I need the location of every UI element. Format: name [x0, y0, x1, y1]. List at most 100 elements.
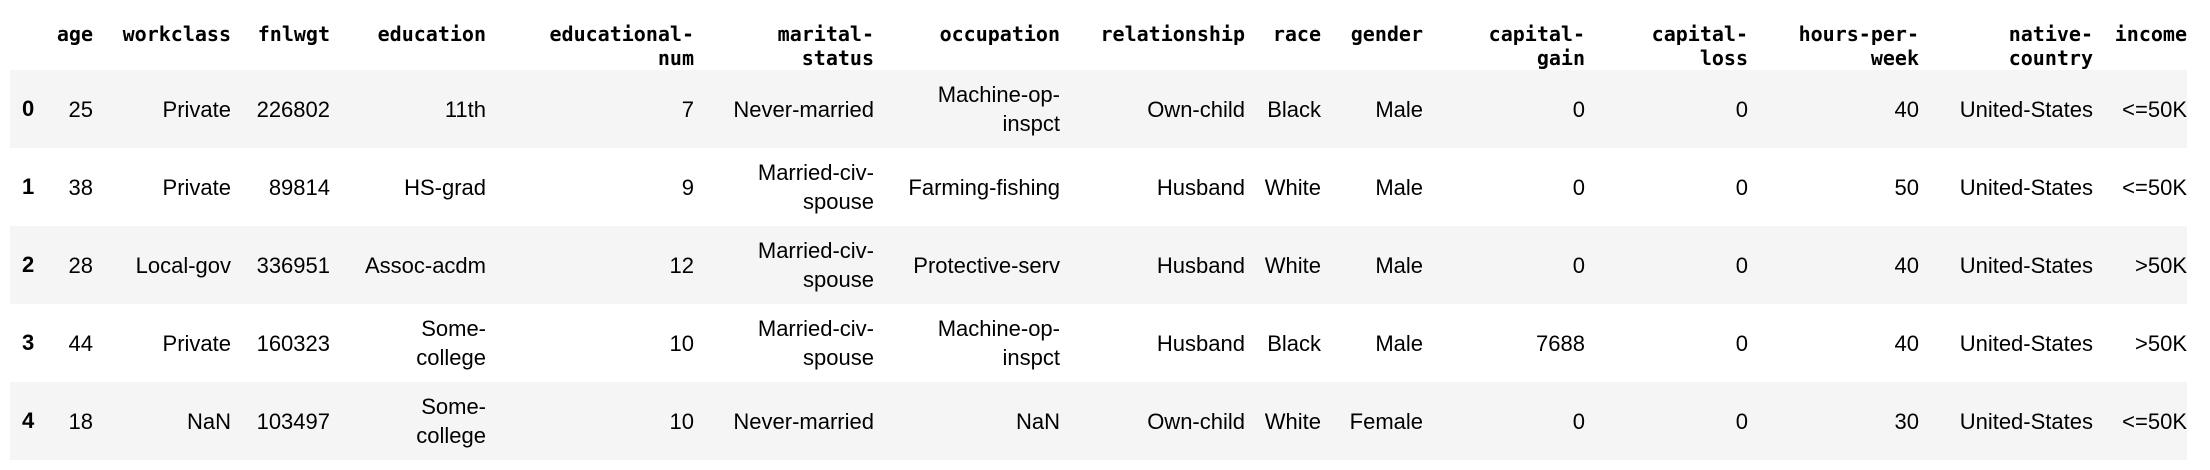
cell-educational-num: 10 — [669, 408, 694, 434]
cell-occupation: Protective-serv — [913, 252, 1060, 278]
cell-marital-status: Married-civ- spouse — [757, 316, 874, 370]
header-education: education — [377, 22, 486, 46]
cell-marital-status: Married-civ- spouse — [757, 238, 874, 292]
cell-capital-gain: 0 — [1572, 96, 1585, 122]
cell-hours-per-week: 50 — [1894, 174, 1919, 200]
cell-capital-gain: 0 — [1572, 174, 1585, 200]
cell-gender: Male — [1375, 252, 1423, 278]
cell-fnlwgt: 226802 — [256, 96, 330, 122]
cell-race: White — [1264, 252, 1321, 278]
cell-capital-loss: 0 — [1735, 408, 1748, 434]
table-row: 4 18 NaN 103497 Some- college 10 Never-m… — [10, 382, 2187, 460]
cell-age: 44 — [68, 330, 93, 356]
cell-gender: Male — [1375, 96, 1423, 122]
row-index: 0 — [22, 96, 35, 121]
header-relationship: relationship — [1100, 22, 1246, 46]
header-hours-per-week: hours-per- week — [1798, 22, 1919, 70]
cell-native-country: United-States — [1959, 408, 2093, 434]
table-row: 1 38 Private 89814 HS-grad 9 Married-civ… — [10, 148, 2187, 226]
cell-age: 38 — [68, 174, 93, 200]
header-row: age workclass fnlwgt education education… — [10, 8, 2187, 70]
cell-gender: Male — [1375, 174, 1423, 200]
header-fnlwgt: fnlwgt — [257, 22, 330, 46]
cell-native-country: United-States — [1959, 174, 2093, 200]
cell-marital-status: Never-married — [733, 408, 874, 434]
cell-fnlwgt: 160323 — [256, 330, 330, 356]
cell-education: Some- college — [416, 394, 486, 448]
table-row: 2 28 Local-gov 336951 Assoc-acdm 12 Marr… — [10, 226, 2187, 304]
cell-fnlwgt: 89814 — [268, 174, 330, 200]
cell-education: 11th — [444, 96, 486, 122]
cell-workclass: NaN — [186, 408, 231, 434]
header-native-country: native- country — [2008, 22, 2093, 70]
cell-age: 28 — [68, 252, 93, 278]
cell-native-country: United-States — [1959, 330, 2093, 356]
table-row: 3 44 Private 160323 Some- college 10 Mar… — [10, 304, 2187, 382]
row-index: 3 — [22, 330, 35, 355]
cell-capital-loss: 0 — [1735, 96, 1748, 122]
cell-hours-per-week: 30 — [1894, 408, 1919, 434]
cell-capital-gain: 0 — [1572, 252, 1585, 278]
cell-educational-num: 9 — [681, 174, 694, 200]
header-gender: gender — [1350, 22, 1423, 46]
header-race: race — [1272, 22, 1321, 46]
cell-hours-per-week: 40 — [1894, 330, 1919, 356]
cell-marital-status: Never-married — [733, 96, 874, 122]
cell-race: Black — [1267, 96, 1321, 122]
cell-marital-status: Married-civ- spouse — [757, 160, 874, 214]
cell-educational-num: 10 — [669, 330, 694, 356]
header-occupation: occupation — [939, 22, 1060, 46]
cell-age: 25 — [68, 96, 93, 122]
cell-income: <=50K — [2122, 174, 2187, 200]
header-educational-num: educational- num — [549, 22, 695, 70]
header-capital-gain: capital- gain — [1488, 22, 1585, 70]
cell-education: HS-grad — [404, 174, 486, 200]
cell-occupation: Machine-op- inspct — [937, 82, 1060, 136]
row-index: 1 — [22, 174, 35, 199]
header-capital-loss: capital- loss — [1651, 22, 1748, 70]
cell-workclass: Private — [162, 174, 231, 200]
cell-education: Some- college — [416, 316, 486, 370]
cell-relationship: Own-child — [1147, 408, 1245, 434]
cell-workclass: Private — [162, 96, 231, 122]
cell-education: Assoc-acdm — [364, 252, 486, 278]
cell-occupation: Machine-op- inspct — [937, 316, 1060, 370]
cell-income: >50K — [2135, 252, 2187, 278]
cell-gender: Female — [1349, 408, 1423, 434]
cell-native-country: United-States — [1959, 96, 2093, 122]
header-index — [10, 8, 43, 70]
cell-race: White — [1264, 408, 1321, 434]
cell-capital-gain: 7688 — [1536, 330, 1585, 356]
header-age: age — [56, 22, 93, 46]
cell-income: <=50K — [2122, 408, 2187, 434]
cell-relationship: Own-child — [1147, 96, 1245, 122]
header-workclass: workclass — [122, 22, 231, 46]
cell-occupation: Farming-fishing — [908, 174, 1060, 200]
cell-occupation: NaN — [1015, 408, 1060, 434]
cell-educational-num: 7 — [681, 96, 694, 122]
cell-relationship: Husband — [1156, 252, 1245, 278]
cell-income: >50K — [2135, 330, 2187, 356]
cell-workclass: Local-gov — [135, 252, 231, 278]
cell-native-country: United-States — [1959, 252, 2093, 278]
cell-educational-num: 12 — [669, 252, 694, 278]
dataframe-table: age workclass fnlwgt education education… — [10, 8, 2187, 460]
row-index: 2 — [22, 252, 35, 277]
table-header: age workclass fnlwgt education education… — [10, 8, 2187, 70]
cell-gender: Male — [1375, 330, 1423, 356]
table-body: 0 25 Private 226802 11th 7 Never-married… — [10, 70, 2187, 460]
header-marital-status: marital- status — [777, 22, 874, 70]
cell-hours-per-week: 40 — [1894, 96, 1919, 122]
cell-relationship: Husband — [1156, 330, 1245, 356]
table-row: 0 25 Private 226802 11th 7 Never-married… — [10, 70, 2187, 148]
cell-capital-loss: 0 — [1735, 330, 1748, 356]
cell-capital-loss: 0 — [1735, 252, 1748, 278]
cell-capital-gain: 0 — [1572, 408, 1585, 434]
cell-workclass: Private — [162, 330, 231, 356]
cell-fnlwgt: 336951 — [256, 252, 330, 278]
cell-race: White — [1264, 174, 1321, 200]
cell-race: Black — [1267, 330, 1321, 356]
cell-income: <=50K — [2122, 96, 2187, 122]
cell-age: 18 — [68, 408, 93, 434]
